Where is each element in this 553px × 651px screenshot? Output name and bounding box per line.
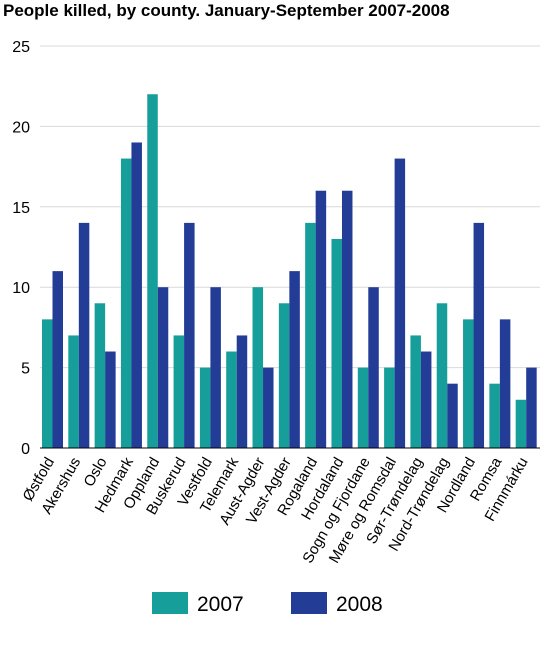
legend-label-2008: 2008 — [336, 593, 383, 616]
bar-2007-12 — [357, 367, 369, 448]
bar-2008-12 — [368, 287, 379, 448]
bar-2008-16 — [473, 222, 485, 448]
bar-2007-3 — [120, 158, 132, 448]
bar-2008-5 — [184, 222, 195, 448]
bar-2008-7 — [236, 335, 248, 448]
bar-2007-16 — [463, 319, 474, 448]
bar-2007-7 — [226, 351, 237, 448]
bar-2007-17 — [489, 383, 500, 448]
bar-2007-13 — [384, 367, 395, 448]
bar-2008-0 — [52, 271, 63, 448]
bar-2007-14 — [410, 335, 421, 448]
y-tick-label: 0 — [21, 441, 30, 458]
legend: 2007 2008 — [152, 592, 383, 616]
y-tick-label: 25 — [12, 39, 30, 56]
legend-swatch-2008 — [291, 592, 327, 614]
legend-swatch-2007 — [152, 592, 188, 614]
bar-2008-1 — [78, 222, 90, 448]
bar-2008-9 — [289, 271, 300, 448]
legend-label-2007: 2007 — [197, 593, 244, 616]
bar-2007-5 — [173, 335, 185, 448]
bar-2007-8 — [252, 287, 264, 448]
bars — [42, 94, 537, 449]
chart-title: People killed, by county. January-Septem… — [3, 1, 450, 20]
bar-2007-4 — [147, 94, 158, 449]
bar-2008-3 — [131, 142, 142, 449]
x-axis-labels: ØstfoldAkershusOsloHedmarkOpplandBuskeru… — [19, 454, 531, 566]
bar-2008-15 — [447, 383, 458, 448]
bar-2007-15 — [436, 303, 448, 448]
bar-2008-4 — [157, 287, 169, 448]
bar-2007-18 — [515, 399, 527, 448]
y-tick-label: 15 — [12, 200, 30, 217]
bar-2007-0 — [42, 319, 53, 448]
bar-2008-13 — [394, 158, 406, 448]
bar-2007-1 — [68, 335, 79, 448]
y-tick-label: 10 — [12, 280, 30, 297]
bar-2008-18 — [526, 367, 537, 448]
y-tick-label: 5 — [21, 361, 30, 378]
bar-2008-11 — [341, 190, 353, 448]
bar-2007-6 — [199, 367, 211, 448]
bar-2008-10 — [315, 190, 327, 448]
y-axis-ticks: 0 5 10 15 20 25 — [12, 39, 30, 458]
y-tick-label: 20 — [12, 119, 30, 136]
bar-2008-14 — [420, 351, 432, 448]
bar-2007-2 — [94, 303, 106, 448]
bar-2008-2 — [105, 351, 116, 448]
bar-2007-9 — [278, 303, 290, 448]
bar-2007-10 — [305, 222, 316, 448]
bar-2008-6 — [210, 287, 221, 448]
bar-2007-11 — [331, 238, 342, 448]
bar-2008-17 — [499, 319, 511, 448]
bar-2008-8 — [263, 367, 274, 448]
